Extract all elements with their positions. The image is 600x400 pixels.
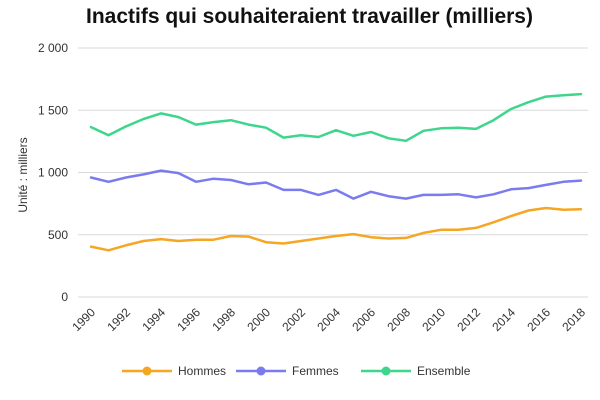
y-tick-label: 500 xyxy=(48,228,68,242)
legend-label: Femmes xyxy=(292,364,339,378)
x-tick-label: 1990 xyxy=(69,305,98,334)
x-tick-label: 1994 xyxy=(139,305,168,334)
x-tick-label: 1992 xyxy=(104,305,133,334)
x-tick-label: 2018 xyxy=(559,305,588,334)
x-tick-label: 2010 xyxy=(419,305,448,334)
y-tick-label: 1 500 xyxy=(38,103,68,117)
x-tick-label: 2012 xyxy=(454,305,483,334)
legend-item-ensemble[interactable]: Ensemble xyxy=(361,364,471,378)
y-tick-label: 2 000 xyxy=(38,41,68,55)
x-tick-label: 2016 xyxy=(524,305,553,334)
legend-swatch-marker xyxy=(381,366,391,376)
series-line-hommes xyxy=(89,206,583,252)
x-tick-label: 1996 xyxy=(174,305,203,334)
x-tick-label: 2008 xyxy=(384,305,413,334)
legend: Hommes Femmes Ensemble xyxy=(122,364,471,378)
legend-label: Hommes xyxy=(178,364,226,378)
y-axis-label: Unité : milliers xyxy=(16,137,30,212)
x-tick-label: 2002 xyxy=(279,305,308,334)
x-tick-label: 1998 xyxy=(209,305,238,334)
y-axis-ticks: 0 500 1 000 1 500 2 000 xyxy=(38,41,68,304)
x-tick-label: 2014 xyxy=(489,305,518,334)
y-tick-label: 1 000 xyxy=(38,166,68,180)
x-axis-ticks: 1990 1992 1994 1996 1998 2000 2002 2004 2006 2008… xyxy=(69,305,588,334)
legend-item-femmes[interactable]: Femmes xyxy=(236,364,339,378)
chart-title: Inactifs qui souhaiteraient travailler (… xyxy=(86,5,533,28)
x-tick-label: 2004 xyxy=(314,305,343,334)
x-tick-label: 2006 xyxy=(349,305,378,334)
legend-swatch-marker xyxy=(256,366,266,376)
x-tick-label: 2000 xyxy=(244,305,273,334)
series-line-femmes xyxy=(89,169,583,200)
legend-item-hommes[interactable]: Hommes xyxy=(122,364,226,378)
grid-lines xyxy=(78,47,588,298)
series-lines xyxy=(89,92,583,252)
legend-swatch-marker xyxy=(142,366,152,376)
y-tick-label: 0 xyxy=(61,290,68,304)
legend-label: Ensemble xyxy=(417,364,471,378)
series-line-ensemble xyxy=(89,92,583,143)
